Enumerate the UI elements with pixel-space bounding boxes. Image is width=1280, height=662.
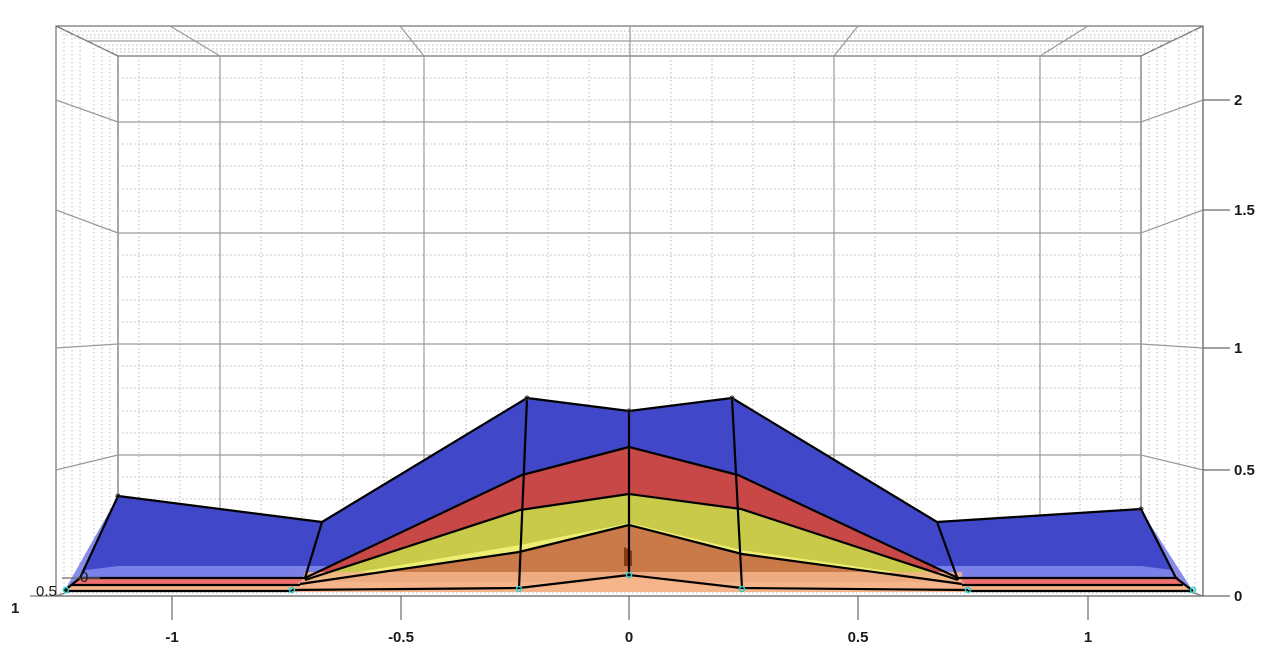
x-tick-label: 0	[625, 629, 633, 646]
z-tick-label: 1.5	[1234, 202, 1255, 219]
x-tick-label: 0.5	[848, 629, 869, 646]
z-tick-label: 0.5	[1234, 462, 1255, 479]
x-tick-label: 1	[1084, 629, 1092, 646]
x-tick-label: -0.5	[388, 629, 414, 646]
y-tick-label: 0.5	[36, 583, 57, 600]
surface-edges	[62, 395, 1197, 594]
y-axis: 0 0.5 1	[11, 569, 100, 617]
z-axis: 2 1.5 1 0.5 0	[1202, 26, 1255, 605]
y-tick-label: 0	[80, 569, 88, 586]
x-axis: -1 -0.5 0 0.5 1	[30, 595, 1203, 646]
y-tick-label: 1	[11, 600, 19, 617]
blue-layer-right	[937, 509, 1176, 578]
blue-layer-left	[80, 496, 322, 578]
z-tick-label: 1	[1234, 340, 1242, 357]
grid-minor	[60, 30, 1199, 594]
z-tick-label: 0	[1234, 588, 1242, 605]
x-tick-label: -1	[165, 629, 178, 646]
z-tick-label: 2	[1234, 92, 1242, 109]
surface-layers	[62, 398, 1195, 592]
